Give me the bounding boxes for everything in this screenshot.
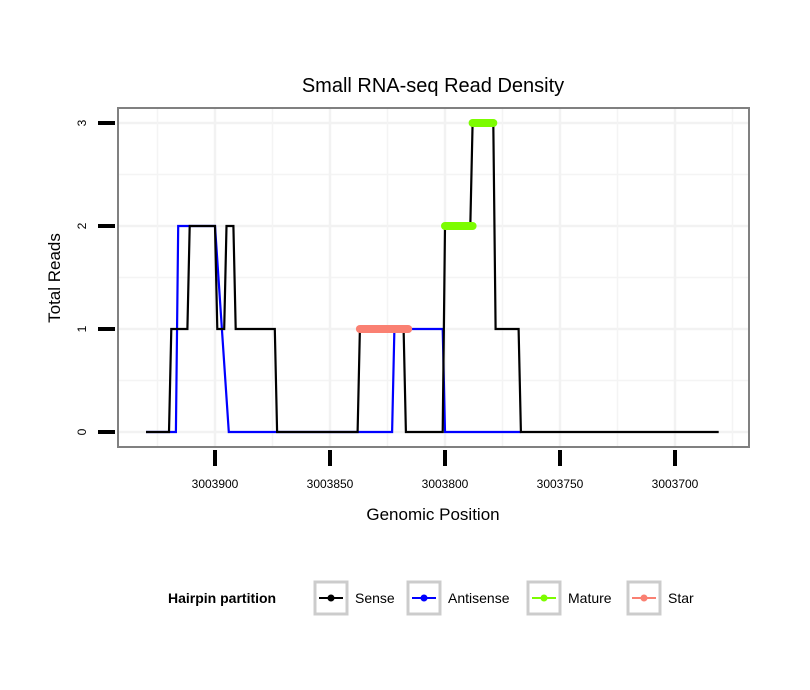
x-tick-label: 3003900 bbox=[192, 477, 239, 491]
legend-label: Antisense bbox=[448, 590, 510, 606]
y-tick-label: 3 bbox=[75, 119, 89, 126]
legend-key-point bbox=[327, 594, 335, 602]
y-axis-title: Total Reads bbox=[45, 233, 64, 323]
x-axis-title: Genomic Position bbox=[366, 505, 499, 524]
chart-title: Small RNA-seq Read Density bbox=[302, 75, 564, 97]
series-layer bbox=[146, 119, 719, 434]
x-tick-label: 3003750 bbox=[537, 477, 584, 491]
x-axis: 3003900 3003850 3003800 3003750 3003700 bbox=[192, 450, 699, 491]
legend-label: Sense bbox=[355, 590, 395, 606]
y-axis: 0 1 2 3 bbox=[75, 119, 115, 435]
x-tick-label: 3003700 bbox=[652, 477, 699, 491]
grid-lines bbox=[118, 108, 749, 447]
legend: Hairpin partition Sense Antisense Mature St… bbox=[168, 580, 694, 616]
legend-key-point bbox=[540, 594, 548, 602]
legend-item-star: Star bbox=[626, 580, 694, 616]
y-tick-label: 0 bbox=[75, 428, 89, 435]
x-tick-label: 3003800 bbox=[422, 477, 469, 491]
y-tick-label: 1 bbox=[75, 325, 89, 332]
legend-key-point bbox=[420, 594, 428, 602]
x-tick-label: 3003850 bbox=[307, 477, 354, 491]
plot-panel bbox=[117, 107, 750, 448]
y-tick-label: 2 bbox=[75, 222, 89, 229]
legend-item-sense: Sense bbox=[313, 580, 395, 616]
legend-key-point bbox=[640, 594, 648, 602]
legend-label: Mature bbox=[568, 590, 612, 606]
legend-title: Hairpin partition bbox=[168, 590, 276, 606]
panel-border bbox=[117, 107, 750, 448]
legend-item-mature: Mature bbox=[526, 580, 612, 616]
legend-label: Star bbox=[668, 590, 694, 606]
legend-item-antisense: Antisense bbox=[406, 580, 510, 616]
